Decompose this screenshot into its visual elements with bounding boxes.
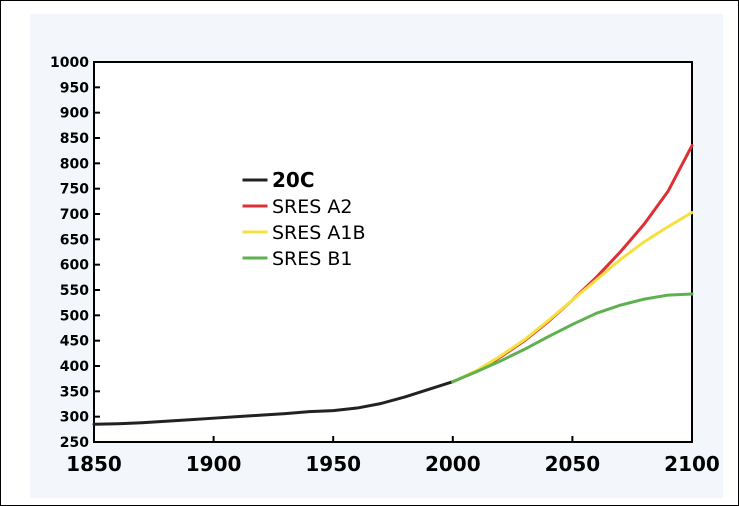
plot-area — [93, 61, 693, 443]
x-tick-label-1900: 1900 — [186, 452, 242, 476]
legend-label-20c: 20C — [272, 168, 315, 192]
data-point-sres-b1-2100 — [691, 293, 693, 295]
y-tick-label-300: 300 — [60, 410, 89, 426]
data-point-sres-b1-2070 — [619, 304, 621, 306]
y-tick-label-500: 500 — [60, 308, 89, 324]
legend-label-sres-a2: SRES A2 — [272, 196, 352, 218]
x-tick-label-1950: 1950 — [305, 452, 361, 476]
y-tick-label-400: 400 — [60, 359, 89, 375]
x-tick-label-1850: 1850 — [66, 452, 122, 476]
data-point-sres-a1b-2020 — [500, 355, 502, 357]
y-tick-label-750: 750 — [60, 182, 89, 198]
y-tick-label-550: 550 — [60, 283, 89, 299]
data-point-20c-1870 — [141, 422, 143, 424]
series-line-sres-b1 — [451, 292, 694, 384]
x-tick-label-2000: 2000 — [425, 452, 481, 476]
data-point-20c-1900 — [213, 417, 215, 419]
data-point-sres-b1-2080 — [643, 298, 645, 300]
data-point-20c-1960 — [356, 407, 358, 409]
series-line-sres-a1b — [451, 210, 694, 384]
data-point-20c-1990 — [428, 388, 430, 390]
data-point-20c-1850 — [93, 423, 95, 425]
data-point-sres-a1b-2080 — [643, 241, 645, 243]
y-tick-label-450: 450 — [60, 334, 89, 350]
data-point-20c-1860 — [117, 423, 119, 425]
data-point-sres-b1-2020 — [500, 360, 502, 362]
y-tick-label-350: 350 — [60, 384, 89, 400]
data-point-sres-b1-2040 — [548, 336, 550, 338]
y-tick-label-700: 700 — [60, 207, 89, 223]
data-point-20c-1880 — [165, 420, 167, 422]
data-point-20c-1940 — [308, 411, 310, 413]
y-tick-label-800: 800 — [60, 156, 89, 172]
data-point-sres-b1-2090 — [667, 294, 669, 296]
data-point-20c-1930 — [284, 413, 286, 415]
data-point-sres-a1b-2050 — [572, 299, 574, 301]
data-point-sres-a1b-2090 — [667, 226, 669, 228]
data-point-20c-1910 — [237, 416, 239, 418]
data-point-sres-b1-2000 — [452, 381, 454, 383]
data-point-20c-1920 — [261, 414, 263, 416]
y-tick-label-250: 250 — [60, 435, 89, 451]
data-point-sres-b1-2030 — [524, 348, 526, 350]
legend-label-sres-b1: SRES B1 — [272, 248, 353, 270]
data-point-sres-a1b-2060 — [595, 279, 597, 281]
data-point-20c-1950 — [332, 410, 334, 412]
legend-label-sres-a1b: SRES A1B — [272, 222, 366, 244]
data-point-sres-a1b-2100 — [691, 212, 693, 214]
data-point-sres-b1-2010 — [476, 371, 478, 373]
y-tick-label-650: 650 — [60, 232, 89, 248]
data-point-sres-b1-2060 — [595, 312, 597, 314]
data-point-sres-a2-2090 — [667, 190, 669, 192]
data-point-sres-a1b-2030 — [524, 339, 526, 341]
y-tick-label-950: 950 — [60, 80, 89, 96]
data-point-20c-1970 — [380, 403, 382, 405]
y-tick-label-900: 900 — [60, 106, 89, 122]
data-point-sres-a1b-2040 — [548, 320, 550, 322]
data-point-sres-b1-2050 — [572, 324, 574, 326]
data-point-20c-1890 — [189, 419, 191, 421]
data-point-sres-a2-2100 — [691, 145, 693, 147]
x-tick-label-2050: 2050 — [545, 452, 601, 476]
y-tick-label-850: 850 — [60, 131, 89, 147]
data-point-sres-a1b-2070 — [619, 259, 621, 261]
y-tick-label-1000: 1000 — [50, 55, 89, 71]
y-tick-label-600: 600 — [60, 258, 89, 274]
data-point-sres-a2-2070 — [619, 251, 621, 253]
x-tick-label-2100: 2100 — [664, 452, 720, 476]
data-point-sres-a2-2080 — [643, 223, 645, 225]
data-point-20c-1980 — [404, 396, 406, 398]
series-line-20c — [92, 380, 455, 426]
